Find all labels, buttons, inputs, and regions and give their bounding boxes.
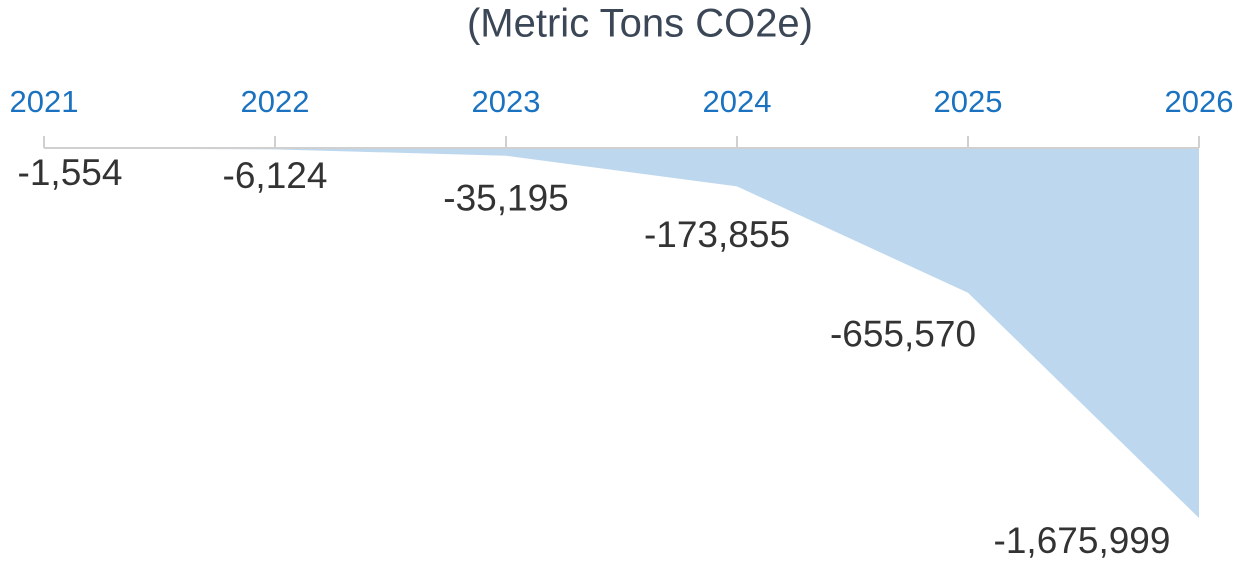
data-label: -173,855 xyxy=(644,214,790,255)
chart-title: (Metric Tons CO2e) xyxy=(467,2,813,46)
x-tick-label: 2025 xyxy=(934,84,1003,119)
x-tick-label: 2021 xyxy=(10,84,79,119)
x-tick-label: 2022 xyxy=(241,84,310,119)
data-label: -1,554 xyxy=(18,152,123,193)
data-label: -1,675,999 xyxy=(994,520,1171,561)
area xyxy=(44,148,1199,518)
data-label: -655,570 xyxy=(830,314,976,355)
x-tick-label: 2026 xyxy=(1165,84,1234,119)
x-tick-label: 2024 xyxy=(703,84,772,119)
data-label: -35,195 xyxy=(443,178,569,219)
x-tick-label: 2023 xyxy=(472,84,541,119)
data-label: -6,124 xyxy=(223,155,328,196)
